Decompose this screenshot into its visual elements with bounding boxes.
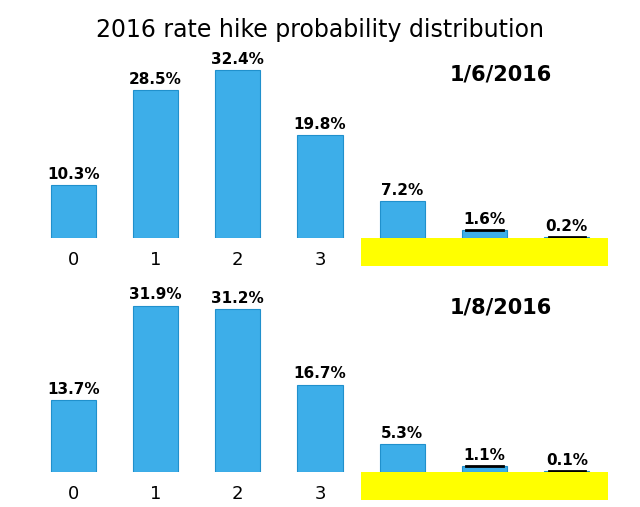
Bar [51,185,96,238]
Bar [51,400,96,472]
Text: 31.2%: 31.2% [211,291,264,306]
Text: 10.3%: 10.3% [47,167,99,182]
Text: 19.8%: 19.8% [294,117,346,132]
Bar [544,471,589,472]
Text: 13.7%: 13.7% [47,382,99,397]
Text: 0.2%: 0.2% [546,219,588,234]
Bar [380,201,425,238]
Text: 7.2%: 7.2% [381,183,424,198]
Bar [380,444,425,472]
Bar [462,230,507,238]
Text: 28.5%: 28.5% [129,72,182,87]
Bar [298,385,342,472]
Text: 5.3%: 5.3% [381,426,423,441]
Text: 16.7%: 16.7% [294,367,346,381]
Bar [133,306,178,472]
Text: 1.1%: 1.1% [463,448,506,463]
Bar [462,466,507,472]
Text: 32.4%: 32.4% [211,52,264,66]
Text: 0.1%: 0.1% [546,453,588,468]
Bar [215,69,260,238]
Text: 2016 rate hike probability distribution: 2016 rate hike probability distribution [96,18,544,42]
Text: 1/6/2016: 1/6/2016 [450,64,552,84]
Bar [133,90,178,238]
Bar [215,309,260,472]
Bar [544,237,589,238]
Bar [298,135,342,238]
Text: 31.9%: 31.9% [129,287,182,302]
Text: 1/8/2016: 1/8/2016 [450,298,552,317]
Text: 1.6%: 1.6% [463,212,506,227]
